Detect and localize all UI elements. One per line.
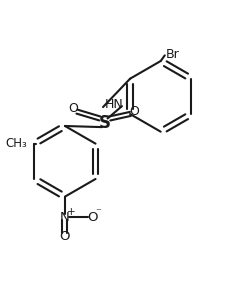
Text: O: O (129, 105, 139, 118)
Text: ⁻: ⁻ (96, 208, 102, 218)
Text: O: O (60, 230, 70, 243)
Text: O: O (87, 211, 98, 224)
Text: S: S (99, 114, 111, 132)
Text: O: O (68, 102, 78, 115)
Text: CH₃: CH₃ (6, 137, 27, 150)
Text: +: + (67, 207, 76, 217)
Text: N: N (60, 211, 70, 224)
Text: Br: Br (166, 48, 180, 61)
Text: HN: HN (105, 98, 123, 111)
